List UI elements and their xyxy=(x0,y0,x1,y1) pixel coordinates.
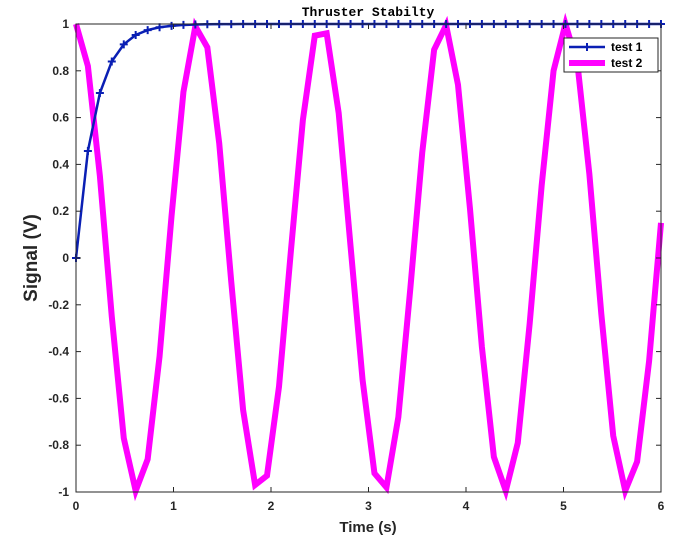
series-line-test-2 xyxy=(73,12,664,502)
y-tick-label: -0.8 xyxy=(48,438,69,452)
chart-title: Thruster Stabilty xyxy=(302,5,435,20)
data-point-test-1 xyxy=(167,21,176,30)
y-tick-label: 0.4 xyxy=(52,157,69,171)
x-tick-label: 0 xyxy=(73,499,80,513)
y-tick-label: -1 xyxy=(58,485,69,499)
legend-marker-test-1 xyxy=(583,43,591,51)
data-point-test-1 xyxy=(83,147,92,156)
y-tick-label: 0.8 xyxy=(52,64,69,78)
data-point-test-1 xyxy=(179,20,188,29)
x-tick-label: 5 xyxy=(560,499,567,513)
y-tick-label: 0 xyxy=(62,251,69,265)
y-axis-label: Signal (V) xyxy=(21,214,42,302)
y-tick-label: 1 xyxy=(62,17,69,31)
data-point-test-1 xyxy=(95,89,104,98)
legend-label-test-2: test 2 xyxy=(611,56,643,70)
legend: test 1 test 2 xyxy=(563,37,659,73)
y-tick-label: -0.2 xyxy=(48,298,69,312)
y-tick-label: -0.4 xyxy=(48,345,69,359)
data-point-test-1 xyxy=(143,26,152,35)
x-tick-label: 3 xyxy=(365,499,372,513)
legend-label-test-1: test 1 xyxy=(611,40,643,54)
x-tick-label: 1 xyxy=(170,499,177,513)
x-axis-label: Time (s) xyxy=(339,519,396,536)
x-tick-label: 6 xyxy=(658,499,665,513)
data-point-test-1 xyxy=(119,40,128,49)
data-point-test-1 xyxy=(107,57,116,66)
tick-layer: 0 1 2 3 4 5 6 1 0.8 0.6 0.4 0.2 0 -0.2 -0.4 -0.6 -0.8 -1 xyxy=(48,17,664,513)
data-point-test-1 xyxy=(155,23,164,32)
y-tick-label: 0.6 xyxy=(52,111,69,125)
y-tick-label: 0.2 xyxy=(52,204,69,218)
legend-box xyxy=(563,37,659,73)
y-tick-label: -0.6 xyxy=(48,391,69,405)
x-tick-label: 4 xyxy=(463,499,470,513)
data-point-test-1 xyxy=(131,30,140,39)
x-tick-label: 2 xyxy=(268,499,275,513)
